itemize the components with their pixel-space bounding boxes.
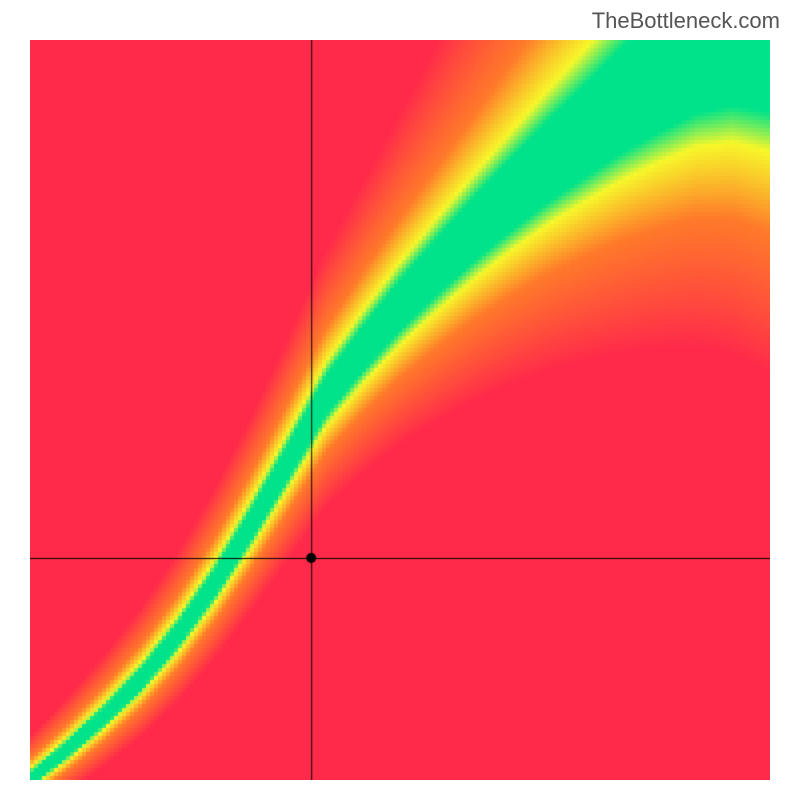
heatmap-canvas [30, 40, 770, 780]
watermark-text: TheBottleneck.com [592, 8, 780, 34]
chart-container: TheBottleneck.com [0, 0, 800, 800]
heatmap-chart [30, 40, 770, 780]
